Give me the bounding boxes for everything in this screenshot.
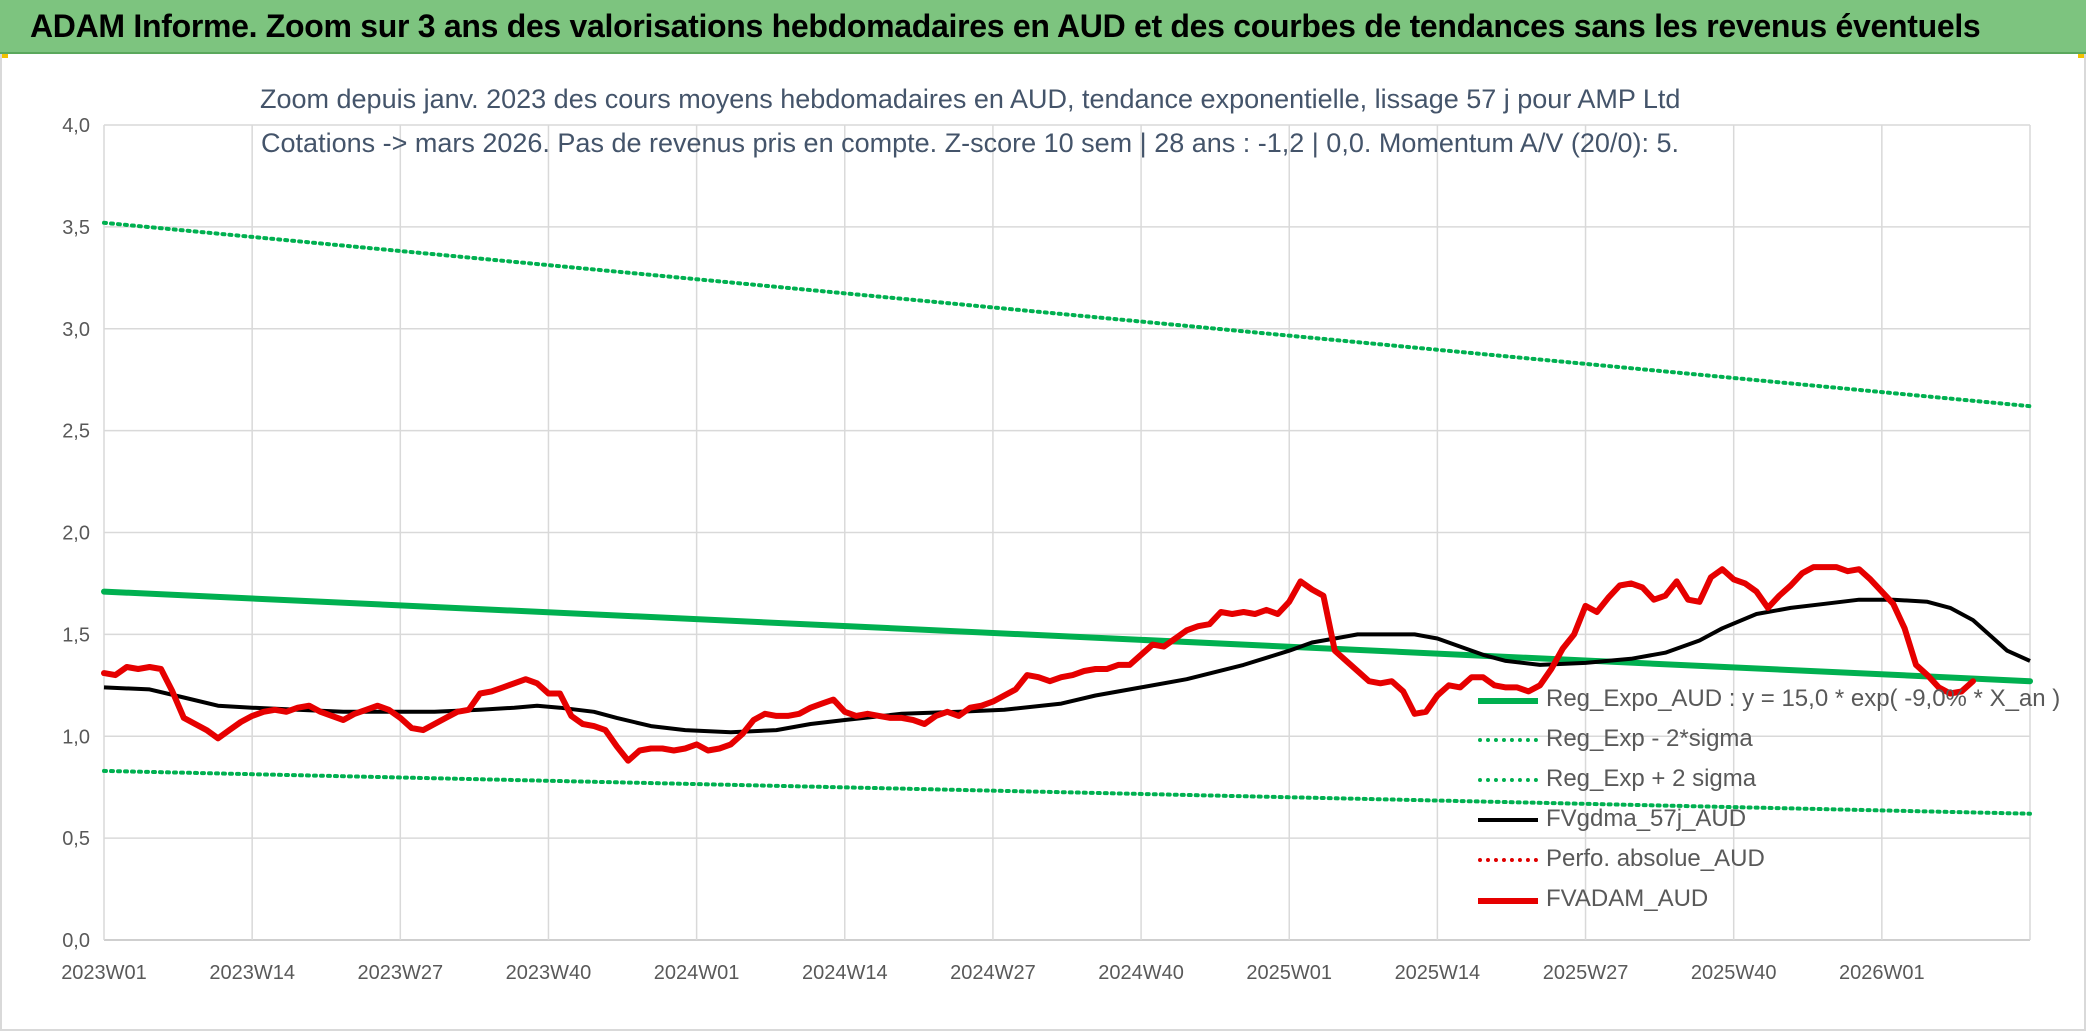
x-tick-label: 2025W27: [1543, 962, 1629, 984]
chart-title: Zoom depuis janv. 2023 des cours moyens …: [260, 84, 1681, 114]
chart-frame: [0, 54, 2086, 1031]
y-tick-label: 0,5: [62, 828, 90, 850]
x-tick-label: 2025W14: [1395, 962, 1481, 984]
series-line-1: [102, 768, 2032, 816]
series-lines: [101, 220, 2033, 816]
legend-item: Reg_Expo_AUD : y = 15,0 * exp( -9,0% * X…: [1478, 680, 2060, 720]
grid-lines: [103, 124, 2031, 941]
legend-item: FVADAM_AUD: [1478, 880, 2038, 920]
legend-swatch: [1478, 778, 1538, 782]
x-axis-ticks: 2023W01 2023W14 2023W27 2023W40 2024W01 2024W…: [61, 962, 1924, 984]
y-axis-ticks: 0,0 0,5 1,0 1,5 2,0 2,5 3,0 3,5 4,0: [62, 115, 90, 952]
legend-label: Reg_Exp - 2*sigma: [1546, 725, 1753, 752]
report-title: ADAM Informe. Zoom sur 3 ans des valoris…: [30, 8, 1981, 44]
y-tick-label: 2,0: [62, 523, 90, 545]
report-banner: ADAM Informe. Zoom sur 3 ans des valoris…: [0, 0, 2086, 54]
legend-item: Reg_Exp - 2*sigma: [1478, 720, 2038, 760]
legend-swatch: [1478, 698, 1538, 704]
series-line-2: [102, 220, 2032, 409]
legend-label: Perfo. absolue_AUD: [1546, 845, 1765, 872]
chart-subtitle: Cotations -> mars 2026. Pas de revenus p…: [261, 128, 1679, 158]
x-tick-label: 2023W40: [506, 962, 592, 984]
legend-swatch: [1478, 898, 1538, 904]
series-line-5: [101, 564, 1976, 764]
corner-accent-right: [2078, 54, 2086, 58]
x-tick-label: 2025W01: [1246, 962, 1332, 984]
legend-label: Reg_Expo_AUD : y = 15,0 * exp( -9,0% * X…: [1546, 685, 2061, 712]
legend-item: Reg_Exp + 2 sigma: [1478, 760, 2038, 800]
series-line-0: [101, 588, 2033, 685]
legend-label: Reg_Exp + 2 sigma: [1546, 765, 1757, 792]
series-line-3: [103, 597, 2031, 735]
x-tick-label: 2024W27: [950, 962, 1036, 984]
corner-accent-left: [0, 54, 8, 58]
legend-swatch: [1478, 818, 1538, 822]
x-tick-label: 2024W01: [654, 962, 740, 984]
x-tick-label: 2023W01: [61, 962, 147, 984]
y-tick-label: 3,5: [62, 217, 90, 239]
y-tick-label: 1,5: [62, 624, 90, 646]
x-tick-label: 2025W40: [1691, 962, 1777, 984]
x-tick-label: 2023W27: [357, 962, 443, 984]
x-tick-label: 2024W40: [1098, 962, 1184, 984]
y-tick-label: 0,0: [62, 930, 90, 952]
legend-label: FVADAM_AUD: [1546, 885, 1709, 912]
legend-swatch: [1478, 858, 1538, 862]
y-tick-label: 2,5: [62, 421, 90, 443]
x-tick-label: 2026W01: [1839, 962, 1925, 984]
chart-legend: Reg_Expo_AUD : y = 15,0 * exp( -9,0% * X…: [1478, 680, 2060, 920]
legend-item: Perfo. absolue_AUD: [1478, 840, 2038, 880]
legend-swatch: [1478, 738, 1538, 742]
legend-label: FVgdma_57j_AUD: [1546, 805, 1747, 832]
y-tick-label: 4,0: [62, 115, 90, 137]
x-tick-label: 2024W14: [802, 962, 888, 984]
legend-item: FVgdma_57j_AUD: [1478, 800, 2038, 840]
x-tick-label: 2023W14: [209, 962, 295, 984]
y-tick-label: 3,0: [62, 319, 90, 341]
y-tick-label: 1,0: [62, 726, 90, 748]
